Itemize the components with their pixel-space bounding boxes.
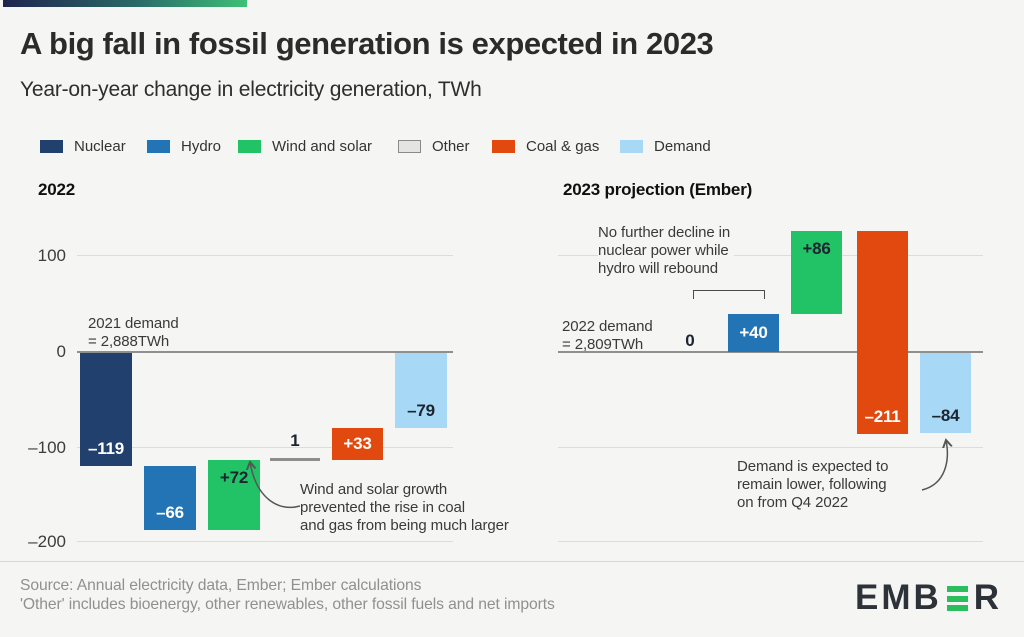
ember-logo-green-e-icon — [946, 586, 968, 611]
left-zero-line — [77, 351, 453, 353]
right-nuclear-annotation-line2: nuclear power while — [598, 242, 729, 259]
right-zero-line — [558, 351, 983, 353]
left-bar-hydro: –66 — [144, 466, 196, 530]
left-gridline-100 — [77, 255, 453, 256]
legend-swatch-hydro — [147, 140, 170, 153]
right-bar-wind-solar-value: +86 — [802, 239, 831, 258]
ytick-minus200: –200 — [28, 532, 66, 551]
footer-divider — [0, 561, 1024, 562]
nuclear-hydro-bracket — [693, 290, 765, 299]
right-bar-demand: –84 — [920, 353, 971, 433]
left-bar-wind-solar-value: +72 — [219, 468, 249, 487]
right-demand-annotation-line2: remain lower, following — [737, 476, 887, 493]
right-annotation-arrow — [921, 428, 960, 491]
ytick-100: 100 — [37, 246, 66, 265]
right-bar-hydro: +40 — [728, 314, 779, 352]
right-nuclear-annotation-line1: No further decline in — [598, 224, 731, 241]
left-bar-demand-value: –79 — [407, 401, 435, 420]
left-baseline-note: 2021 demand = 2,888TWh — [88, 315, 179, 351]
right-baseline-note-line1: 2022 demand — [562, 318, 653, 335]
left-baseline-note-line1: 2021 demand — [88, 315, 179, 332]
right-chart-title: 2023 projection (Ember) — [563, 180, 753, 199]
left-bar-hydro-value: –66 — [156, 503, 184, 522]
right-baseline-note-line2: = 2,809TWh — [562, 336, 644, 353]
left-bar-coal-gas-value: +33 — [343, 434, 372, 453]
ember-logo: EMB R — [855, 578, 1003, 617]
left-bar-other-value: 1 — [290, 431, 300, 450]
footer-source: Source: Annual electricity data, Ember; … — [20, 577, 422, 594]
right-bar-nuclear-value: 0 — [685, 331, 695, 350]
right-nuclear-annotation: No further decline in nuclear power whil… — [598, 224, 735, 278]
legend-label-demand: Demand — [654, 138, 711, 155]
right-gridline-100 — [558, 255, 983, 256]
legend-item-wind-solar: Wind and solar — [238, 138, 372, 155]
legend-swatch-demand — [620, 140, 643, 153]
right-demand-annotation-line3: on from Q4 2022 — [737, 494, 849, 511]
right-gridline-minus100 — [558, 447, 983, 448]
left-bar-other — [270, 458, 320, 461]
right-nuclear-annotation-line3: hydro will rebound — [598, 260, 718, 277]
ember-logo-text-emb: EMB — [855, 578, 942, 617]
right-bar-hydro-value: +40 — [739, 323, 768, 342]
page-title: A big fall in fossil generation is expec… — [20, 26, 714, 61]
left-bar-nuclear-value: –119 — [87, 439, 125, 458]
ytick-minus100: –100 — [28, 438, 66, 457]
footer-other-note: 'Other' includes bioenergy, other renewa… — [20, 596, 555, 613]
right-bar-coal-gas-value: –211 — [864, 407, 901, 426]
legend-swatch-nuclear — [40, 140, 63, 153]
legend-item-coal-gas: Coal & gas — [492, 138, 599, 155]
right-bar-coal-gas: –211 — [857, 231, 908, 434]
ember-logo-text-r: R — [973, 578, 1003, 617]
legend-item-other: Other — [398, 138, 470, 155]
legend-item-nuclear: Nuclear — [40, 138, 126, 155]
right-gridline-minus200 — [558, 541, 983, 542]
left-wind-annotation-line1: Wind and solar growth — [300, 481, 448, 498]
left-wind-annotation: Wind and solar growth prevented the rise… — [300, 481, 509, 535]
left-gridline-minus200 — [77, 541, 453, 542]
left-wind-annotation-line3: and gas from being much larger — [300, 517, 509, 534]
page-subtitle: Year-on-year change in electricity gener… — [20, 78, 482, 101]
brand-gradient-bar — [3, 0, 247, 7]
left-bar-coal-gas: +33 — [332, 428, 383, 460]
legend-swatch-coal-gas — [492, 140, 515, 153]
legend-label-other: Other — [432, 138, 470, 155]
legend-label-nuclear: Nuclear — [74, 138, 126, 155]
left-annotation-arrow — [242, 448, 301, 508]
legend-item-demand: Demand — [620, 138, 711, 155]
right-demand-annotation-line1: Demand is expected to — [737, 458, 889, 475]
legend-label-coal-gas: Coal & gas — [526, 138, 600, 155]
legend-label-wind-solar: Wind and solar — [272, 138, 373, 155]
right-baseline-note: 2022 demand = 2,809TWh — [562, 318, 653, 354]
ytick-0: 0 — [56, 342, 66, 361]
left-bar-demand: –79 — [395, 353, 447, 428]
left-baseline-note-line2: = 2,888TWh — [88, 333, 170, 350]
right-bar-wind-solar: +86 — [791, 231, 842, 314]
legend-item-hydro: Hydro — [147, 138, 221, 155]
left-chart-title: 2022 — [38, 180, 76, 199]
legend-swatch-other — [398, 140, 421, 153]
right-demand-annotation: Demand is expected to remain lower, foll… — [737, 458, 888, 512]
legend-swatch-wind-solar — [238, 140, 261, 153]
right-bar-demand-value: –84 — [931, 406, 960, 425]
left-bar-nuclear: –119 — [80, 353, 132, 466]
left-gridline-minus100 — [77, 447, 453, 448]
legend-label-hydro: Hydro — [181, 138, 222, 155]
left-wind-annotation-line2: prevented the rise in coal — [300, 499, 466, 516]
